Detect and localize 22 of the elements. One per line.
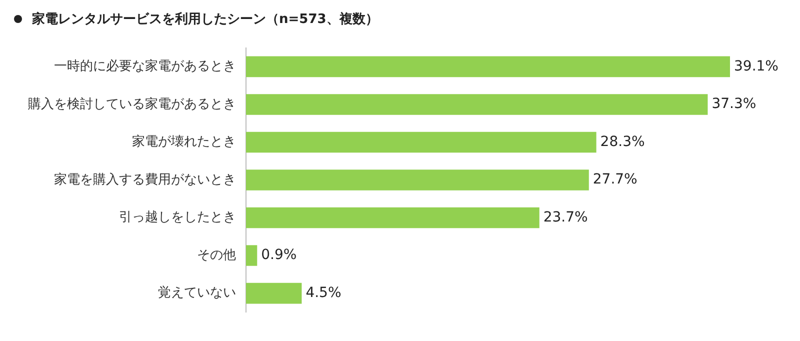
y-tick-label: 覚えていない — [158, 286, 236, 301]
bar — [246, 170, 589, 190]
y-tick-label: 購入を検討している家電があるとき — [28, 96, 236, 112]
data-label: 0.9% — [261, 247, 297, 264]
bar — [246, 282, 302, 304]
data-label: 39.1% — [734, 58, 778, 74]
data-label: 27.7% — [592, 172, 638, 188]
data-label: 23.7% — [543, 209, 588, 226]
y-tick-label: その他 — [197, 248, 236, 263]
y-tick-label: 引っ越しをしたとき — [119, 210, 236, 226]
bar — [246, 56, 730, 78]
y-tick-label: 家電を購入する費用がないとき — [54, 171, 236, 188]
bar — [246, 245, 258, 266]
y-tick-label: 一時的に必要な家電があるとき — [54, 58, 236, 74]
bar — [246, 207, 540, 228]
data-label: 4.5% — [306, 284, 342, 301]
y-tick-label: 家電が壊れたとき — [132, 134, 236, 150]
bar — [246, 132, 596, 153]
data-label: 28.3% — [600, 134, 645, 150]
data-label: 37.3% — [712, 96, 756, 112]
bar — [246, 94, 708, 115]
chart-title: 家電レンタルサービスを利用したシーン（n=573、複数） — [32, 10, 378, 28]
